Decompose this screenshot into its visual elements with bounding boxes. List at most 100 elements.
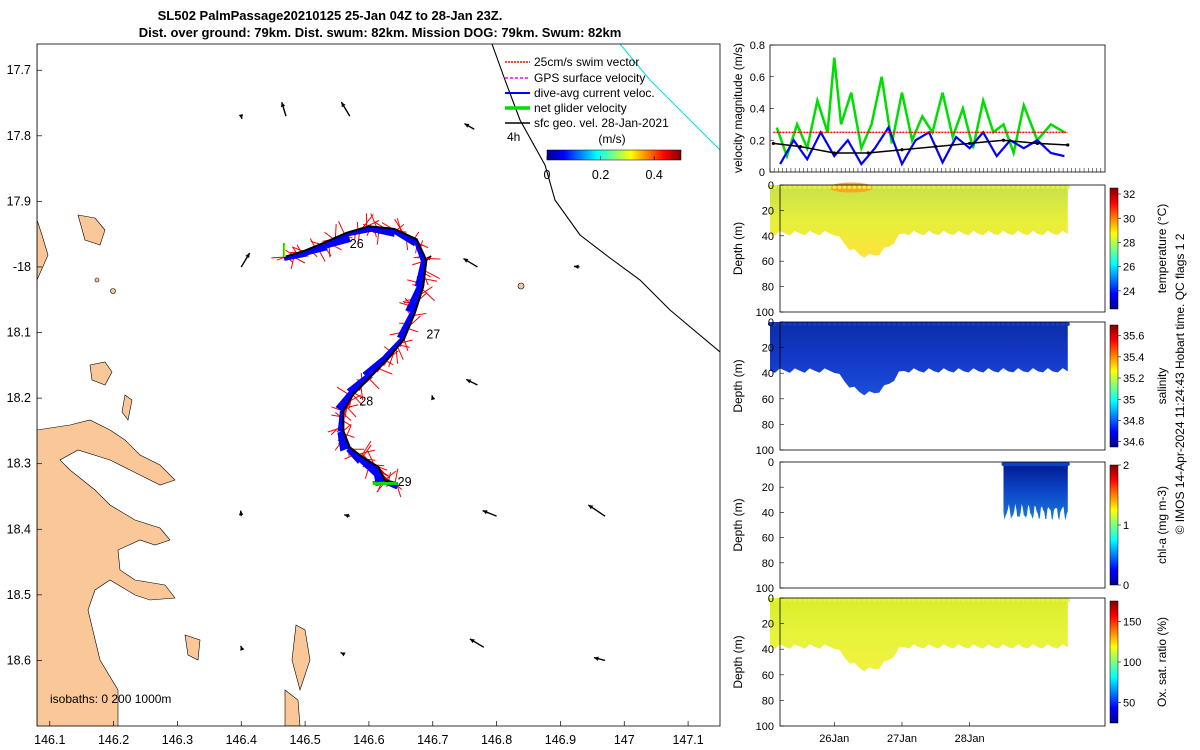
temperature-surface-sample [792,185,797,189]
swim-vector [395,348,399,364]
swim-vector [338,221,345,235]
chla-field [1003,462,1068,521]
swim-vector [334,223,337,238]
velocity-panel: 0 0.2 0.4 0.6 0.8 velocity magnitude (m/s) [731,40,1106,179]
swim-vector [409,315,421,327]
oxygen-ylabel: Depth (m) [731,635,745,688]
swim-vector [345,424,352,438]
salinity-surface-sample [857,322,862,326]
geo-velocity-arrowhead [588,504,594,510]
salinity-surface-sample [872,322,877,326]
geo-velocity-arrowhead [238,114,244,119]
salinity-surface-sample [807,322,812,326]
geo-velocity-arrowhead [280,102,286,108]
oxygen-surface-sample [946,598,951,602]
temperature-surface-sample [936,185,941,189]
figure-title-line2: Dist. over ground: 79km. Dist. swum: 82k… [139,25,622,40]
geo-velocity-arrowhead [341,102,346,108]
isobath-200 [491,44,720,353]
salinity-surface-sample [906,322,911,326]
oxygen-surface-sample [857,598,862,602]
salinity-surface-sample [1021,322,1026,326]
velocity-series-line [775,57,1066,161]
temperature-surface-sample [807,185,812,189]
oxygen-ytick-label: 100 [756,721,774,733]
velocity-point [771,141,775,146]
geo-velocity-arrowhead [340,652,346,657]
map-xtick-label: 146.5 [289,733,320,747]
geo-velocity-arrowhead [469,638,475,644]
oxygen-ytick-label: 20 [762,619,774,631]
temperature-cbar-tick-label: 26 [1123,262,1135,274]
oxygen-surface-sample [996,598,1001,602]
salinity-surface-sample [842,322,847,326]
oxygen-surface-sample [1021,598,1026,602]
temperature-surface-sample [887,185,892,189]
salinity-surface-sample [926,322,931,326]
velocity-ytick-label: 0 [759,167,765,179]
chla-ytick-label: 20 [762,482,774,494]
temperature-surface-sample [1006,185,1011,189]
chla-cbar-tick-label: 0 [1123,580,1129,592]
swim-vector [424,270,440,280]
chla-frame [779,461,1106,589]
salinity-ytick-label: 80 [762,419,774,431]
salinity-surface-sample [921,322,926,326]
temperature-surface-sample [862,185,867,189]
day-labels: 26 27 28 29 [350,237,441,489]
swim-vector [343,420,351,426]
oxygen-surface-sample [847,598,852,602]
oxygen-surface-sample [981,598,986,602]
oxygen-surface-sample [807,598,812,602]
scale-label: 4h [507,130,520,144]
swim-vector [388,472,391,482]
temperature-surface-sample [971,185,976,189]
swim-vector [360,440,372,457]
temperature-surface-sample [1040,185,1045,189]
glider-track [271,213,441,498]
swim-vector [296,244,302,253]
temperature-surface-sample [1011,185,1016,189]
oxygen-surface-sample [931,598,936,602]
temperature-surface-sample [852,185,857,189]
swim-vector [378,466,388,471]
day-label: 29 [398,475,412,489]
temperature-cbar-tick-label: 32 [1123,189,1135,201]
temperature-surface-sample [857,185,862,189]
geo-velocity-arrowhead [482,510,488,515]
temperature-ytick-label: 80 [762,282,774,294]
velocity-point [832,151,836,155]
oxygen-surface-sample [976,598,981,602]
temperature-surface-sample [817,185,822,189]
day-label: 26 [350,237,364,251]
oxygen-surface-sample [782,598,787,602]
chla-ytick-label: 40 [762,507,774,519]
salinity-surface-sample [902,322,906,326]
salinity-surface-sample [996,322,1001,326]
oxygen-surface-sample [837,598,842,602]
map-xtick-label: 147.1 [672,733,703,747]
geo-velocity-arrowhead [593,656,599,661]
oxygen-surface-sample [842,598,847,602]
temperature-frame [779,184,1106,313]
temperature-surface-sample [892,185,897,189]
oxygen-surface-sample [892,598,897,602]
oxygen-surface-sample [961,598,966,602]
mainland [37,44,176,726]
salinity-surface-sample [936,322,941,326]
velocity-ytick-label: 0.2 [750,135,765,147]
swim-vector [400,339,413,344]
swim-vector [418,243,429,249]
salinity-surface-sample [817,322,822,326]
salinity-section: 0 20 40 60 80 100 Depth (m) 34.6 34.8 35 35.2 35.4 3… [731,317,1169,457]
temperature-surface-sample [822,185,827,189]
salinity-cbar-tick-label: 35.4 [1123,352,1144,364]
salinity-surface-sample [976,322,981,326]
temperature-surface-sample [812,185,817,189]
temperature-ytick-label: 100 [756,307,774,319]
map-ytick-label: 17.7 [7,63,31,77]
salinity-surface-sample [812,322,817,326]
temperature-surface-sample [1026,185,1031,189]
map-background [37,44,720,726]
